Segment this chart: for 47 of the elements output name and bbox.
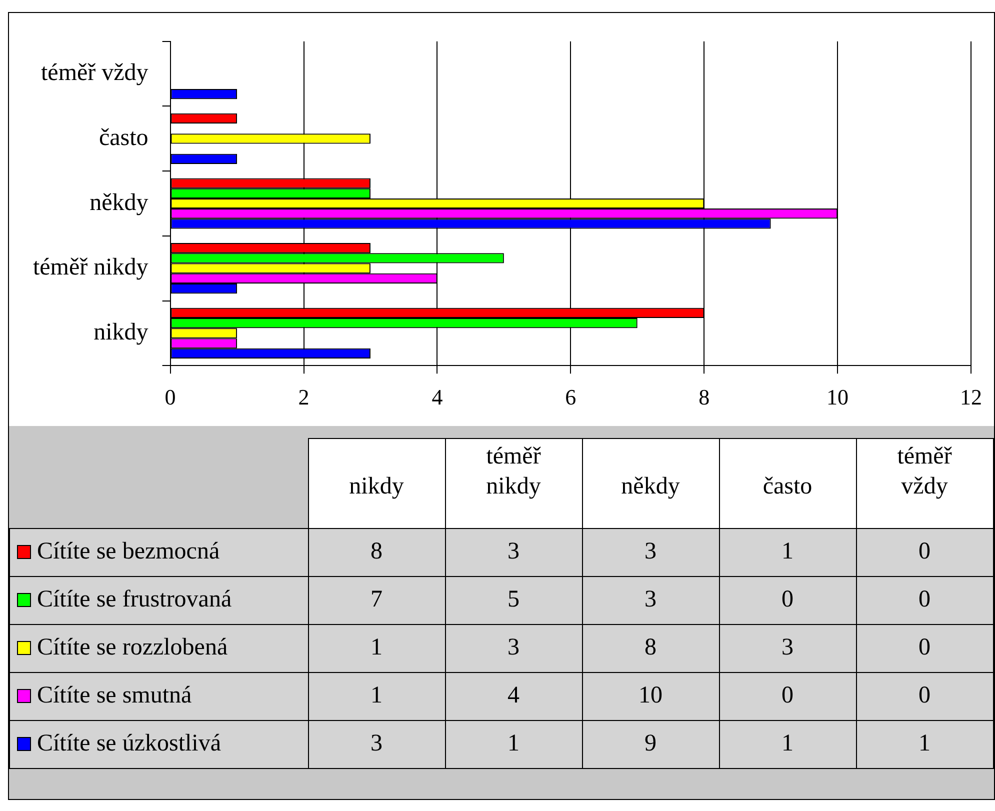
x-tick-label: nikdy bbox=[349, 473, 404, 500]
data-label: 1 bbox=[782, 730, 794, 756]
data-label: 0 bbox=[918, 682, 930, 708]
data-label: 0 bbox=[918, 634, 930, 660]
data-label: 3 bbox=[370, 730, 382, 756]
data-label: 0 bbox=[918, 538, 930, 564]
x-tick-label: 10 bbox=[826, 384, 849, 410]
y-tick-label: Cítíte se rozzlobená bbox=[37, 634, 228, 660]
y-tick-label: Cítíte se bezmocná bbox=[37, 538, 220, 564]
x-tick-label: 12 bbox=[960, 384, 982, 410]
x-tick-label: 8 bbox=[698, 384, 710, 410]
data-label: 0 bbox=[782, 586, 794, 612]
data-label: 0 bbox=[782, 682, 794, 708]
data-label: 1 bbox=[508, 730, 520, 756]
data-label: 1 bbox=[782, 538, 794, 564]
data-label: 3 bbox=[508, 634, 520, 660]
data-label: 3 bbox=[508, 538, 520, 564]
data-label: 8 bbox=[644, 634, 656, 660]
data-label: 0 bbox=[918, 586, 930, 612]
data-label: 3 bbox=[644, 538, 656, 564]
x-tick-label: téměř vždy bbox=[897, 443, 952, 500]
data-label: 5 bbox=[508, 586, 520, 612]
x-tick-label: 4 bbox=[432, 384, 443, 410]
x-tick-label: 2 bbox=[298, 384, 310, 410]
data-label: 1 bbox=[918, 730, 930, 756]
y-tick-label: téměř vždy bbox=[41, 60, 148, 86]
data-label: 8 bbox=[370, 538, 382, 564]
x-tick-label: někdy bbox=[621, 473, 680, 500]
y-tick-label: Cítíte se úzkostlivá bbox=[37, 730, 222, 756]
y-tick-label: někdy bbox=[90, 190, 148, 216]
x-tick-label: 0 bbox=[164, 384, 176, 410]
y-tick-label: Cítíte se smutná bbox=[37, 682, 192, 708]
x-tick-label: 6 bbox=[565, 384, 576, 410]
y-tick-label: nikdy bbox=[94, 319, 148, 346]
data-label: 9 bbox=[644, 730, 656, 756]
y-tick-label: téměř nikdy bbox=[32, 254, 148, 281]
y-tick-label: Cítíte se frustrovaná bbox=[37, 586, 232, 612]
data-label: 4 bbox=[508, 682, 520, 708]
y-tick-label: často bbox=[98, 124, 148, 151]
data-label: 3 bbox=[644, 586, 656, 612]
data-label: 1 bbox=[370, 634, 382, 660]
data-label: 10 bbox=[638, 682, 662, 708]
x-tick-label: téměř nikdy bbox=[486, 443, 541, 500]
data-label: 7 bbox=[370, 586, 382, 612]
data-label: 1 bbox=[370, 682, 382, 708]
x-tick-label: často bbox=[762, 473, 812, 500]
data-label: 3 bbox=[782, 634, 794, 660]
